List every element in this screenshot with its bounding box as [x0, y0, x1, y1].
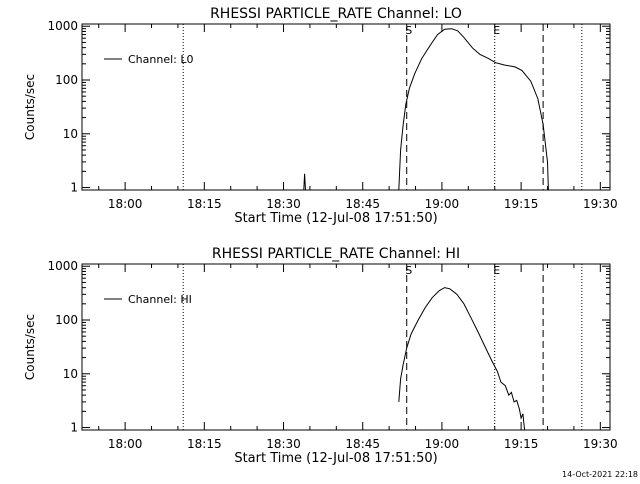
- y-tick-label: 1000: [47, 259, 78, 273]
- x-tick-label: 19:00: [425, 197, 460, 211]
- series-line: [303, 173, 306, 191]
- y-tick-label: 1000: [47, 19, 78, 33]
- y-axis-label: Counts/sec: [23, 314, 37, 380]
- y-tick-label: 10: [63, 367, 78, 381]
- y-tick-label: 100: [55, 73, 78, 87]
- footer-timestamp: 14-Oct-2021 22:18: [562, 470, 638, 479]
- time-marker-label: E: [493, 24, 500, 37]
- x-tick-label: 19:00: [425, 437, 460, 451]
- y-tick-label: 10: [63, 127, 78, 141]
- plot-frame: [81, 263, 611, 431]
- y-axis-label: Counts/sec: [23, 74, 37, 140]
- plot-frame: [81, 23, 611, 191]
- x-tick-label: 19:30: [583, 197, 618, 211]
- series-line: [398, 287, 526, 431]
- series-line: [398, 28, 549, 191]
- chart-panel-2: RHESSI PARTICLE_RATE Channel: HI 18:00 18:…: [23, 246, 618, 466]
- x-tick-label: 18:45: [345, 197, 380, 211]
- x-axis-label: Start Time (12-Jul-08 17:51:50): [234, 211, 437, 226]
- x-tick-label: 18:45: [345, 437, 380, 451]
- x-tick-label: 19:15: [504, 197, 539, 211]
- legend-label: Channel: HI: [128, 293, 192, 306]
- x-tick-label: 19:15: [504, 437, 539, 451]
- chart-title: RHESSI PARTICLE_RATE Channel: LO: [210, 6, 462, 22]
- time-marker-label: E: [493, 264, 500, 277]
- legend-label: Channel: L0: [128, 53, 194, 66]
- x-tick-label: 18:00: [108, 437, 143, 451]
- y-tick-label: 100: [55, 313, 78, 327]
- chart-title: RHESSI PARTICLE_RATE Channel: HI: [212, 246, 460, 262]
- x-tick-label: 18:00: [108, 197, 143, 211]
- x-tick-label: 18:30: [266, 197, 301, 211]
- x-tick-label: 19:30: [583, 437, 618, 451]
- y-tick-label: 1: [70, 181, 78, 195]
- chart-panel-1: RHESSI PARTICLE_RATE Channel: LO 18:00 18:…: [23, 6, 618, 226]
- time-marker-label: S: [405, 24, 412, 37]
- x-tick-label: 18:30: [266, 437, 301, 451]
- time-marker-label: S: [405, 264, 412, 277]
- y-tick-label: 1: [70, 421, 78, 435]
- x-tick-label: 18:15: [187, 197, 222, 211]
- x-tick-label: 18:15: [187, 437, 222, 451]
- x-axis-label: Start Time (12-Jul-08 17:51:50): [234, 451, 437, 466]
